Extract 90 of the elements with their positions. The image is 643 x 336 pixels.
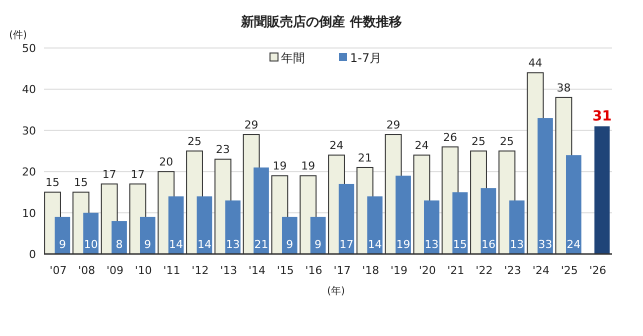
data-label: 29 <box>386 118 400 132</box>
bar <box>168 196 184 254</box>
data-label: 19 <box>301 160 316 173</box>
data-label: 16 <box>481 238 496 251</box>
x-axis-title: (年) <box>327 285 345 297</box>
data-label: 9 <box>144 238 152 251</box>
bar <box>83 212 99 254</box>
data-label: 17 <box>130 168 145 181</box>
y-tick-label: 20 <box>22 166 36 179</box>
x-tick-label: '11 <box>163 264 180 277</box>
data-label: 19 <box>396 238 410 251</box>
data-label: 15 <box>74 176 88 190</box>
x-tick-label: '16 <box>305 264 322 277</box>
bar <box>452 192 468 254</box>
bar <box>140 216 156 254</box>
bar <box>54 216 70 254</box>
data-label: 17 <box>339 238 354 251</box>
data-label: 14 <box>368 238 382 251</box>
data-label: 25 <box>500 135 514 148</box>
chart-title: 新聞販売店の倒産 件数推移 <box>240 14 402 30</box>
data-label: 21 <box>254 238 268 251</box>
data-label: 10 <box>84 238 98 251</box>
y-tick-label: 30 <box>22 124 36 138</box>
x-tick-label: '15 <box>276 264 294 277</box>
bar <box>112 221 127 254</box>
y-tick-label: 50 <box>22 42 36 55</box>
data-label: 29 <box>244 118 258 132</box>
data-label: 44 <box>528 56 542 70</box>
data-label: 25 <box>472 135 486 148</box>
bar <box>424 200 440 254</box>
data-label: 8 <box>116 238 123 251</box>
x-tick-label: '24 <box>532 264 550 277</box>
data-label: 24 <box>330 139 344 152</box>
x-tick-label: '10 <box>134 264 152 277</box>
bar <box>509 200 525 254</box>
bar <box>254 167 269 254</box>
bar <box>566 155 582 254</box>
bar <box>338 184 354 254</box>
data-label: 14 <box>197 238 212 251</box>
bar <box>367 196 383 254</box>
data-label: 9 <box>58 238 66 251</box>
data-label: 19 <box>272 160 287 173</box>
y-axis-title: (件) <box>9 30 27 41</box>
data-label: 25 <box>188 135 202 148</box>
data-label: 31 <box>592 108 612 124</box>
x-tick-label: '25 <box>560 264 578 277</box>
data-label: 15 <box>46 176 60 190</box>
data-label: 13 <box>226 238 240 251</box>
data-label: 9 <box>314 238 322 251</box>
bar <box>282 216 298 254</box>
data-label: 33 <box>538 238 552 251</box>
x-tick-label: '20 <box>418 264 436 277</box>
bar <box>396 176 411 254</box>
x-tick-label: '19 <box>390 264 408 277</box>
bar <box>196 196 212 254</box>
data-label: 14 <box>169 238 184 251</box>
x-tick-label: '13 <box>220 264 238 277</box>
data-label: 13 <box>424 238 439 251</box>
data-label: 23 <box>216 143 230 156</box>
bar <box>538 118 553 254</box>
data-label: 24 <box>566 238 581 251</box>
data-label: 9 <box>286 238 294 251</box>
data-label: 20 <box>159 156 174 169</box>
legend-label: 1-7月 <box>350 51 382 65</box>
x-tick-label: '07 <box>50 264 67 277</box>
y-tick-label: 10 <box>22 206 36 220</box>
x-tick-label: '21 <box>447 264 464 277</box>
bar <box>480 188 496 254</box>
y-tick-label: 0 <box>29 248 36 261</box>
x-tick-label: '17 <box>334 264 351 277</box>
bar <box>225 200 241 254</box>
x-tick-label: '22 <box>476 264 493 277</box>
x-tick-label: '26 <box>589 264 606 277</box>
data-label: 24 <box>414 139 429 152</box>
data-label: 26 <box>443 130 458 144</box>
x-tick-label: '14 <box>248 264 266 277</box>
data-label: 17 <box>102 168 116 181</box>
bar <box>594 126 610 254</box>
legend-label: 年間 <box>281 51 305 65</box>
data-label: 13 <box>510 238 524 251</box>
x-tick-label: '08 <box>78 264 96 277</box>
y-tick-label: 40 <box>22 83 36 96</box>
data-label: 15 <box>453 238 468 251</box>
x-tick-label: '23 <box>504 264 522 277</box>
data-label: 38 <box>556 81 571 94</box>
x-tick-label: '18 <box>362 264 380 277</box>
x-tick-label: '12 <box>192 264 209 277</box>
data-label: 21 <box>358 151 372 164</box>
bar <box>310 216 326 254</box>
x-tick-label: '09 <box>106 264 124 277</box>
